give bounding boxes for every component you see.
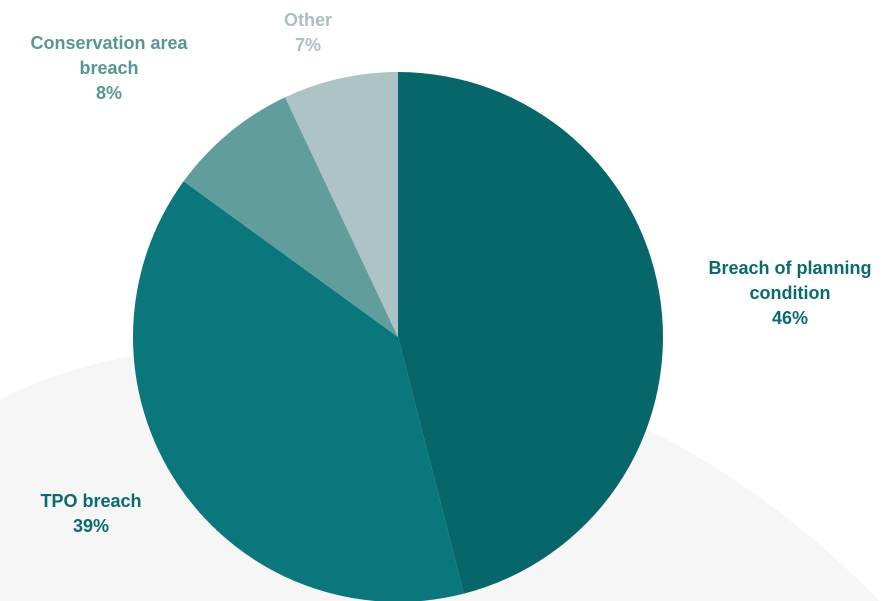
- pie-slice-tpo-breach: [133, 181, 464, 601]
- pie-slice-conservation-area-breach: [183, 97, 398, 337]
- pie-slices: [133, 72, 663, 601]
- slice-label-line: TPO breach: [40, 491, 142, 511]
- slice-value: 39%: [72, 516, 110, 536]
- slice-value: 8%: [95, 83, 122, 103]
- slice-label-breach-of-planning-condition: Breach of planning condition 46%: [708, 256, 871, 331]
- slice-value: 46%: [771, 308, 809, 328]
- pie-slice-breach-of-planning-condition: [398, 72, 663, 594]
- slice-label-line: Breach of planning: [708, 258, 872, 278]
- slice-label-conservation-area-breach: Conservation area breach 8%: [30, 31, 187, 106]
- slice-label-line: breach: [79, 58, 139, 78]
- pie-slice-other: [285, 72, 398, 337]
- slice-label-line: condition: [749, 283, 831, 303]
- slice-label-tpo-breach: TPO breach 39%: [40, 489, 141, 539]
- slice-label-line: Other: [283, 10, 333, 30]
- slice-label-line: Conservation area: [30, 33, 188, 53]
- slice-value: 7%: [294, 35, 322, 55]
- slice-label-other: Other 7%: [284, 8, 332, 58]
